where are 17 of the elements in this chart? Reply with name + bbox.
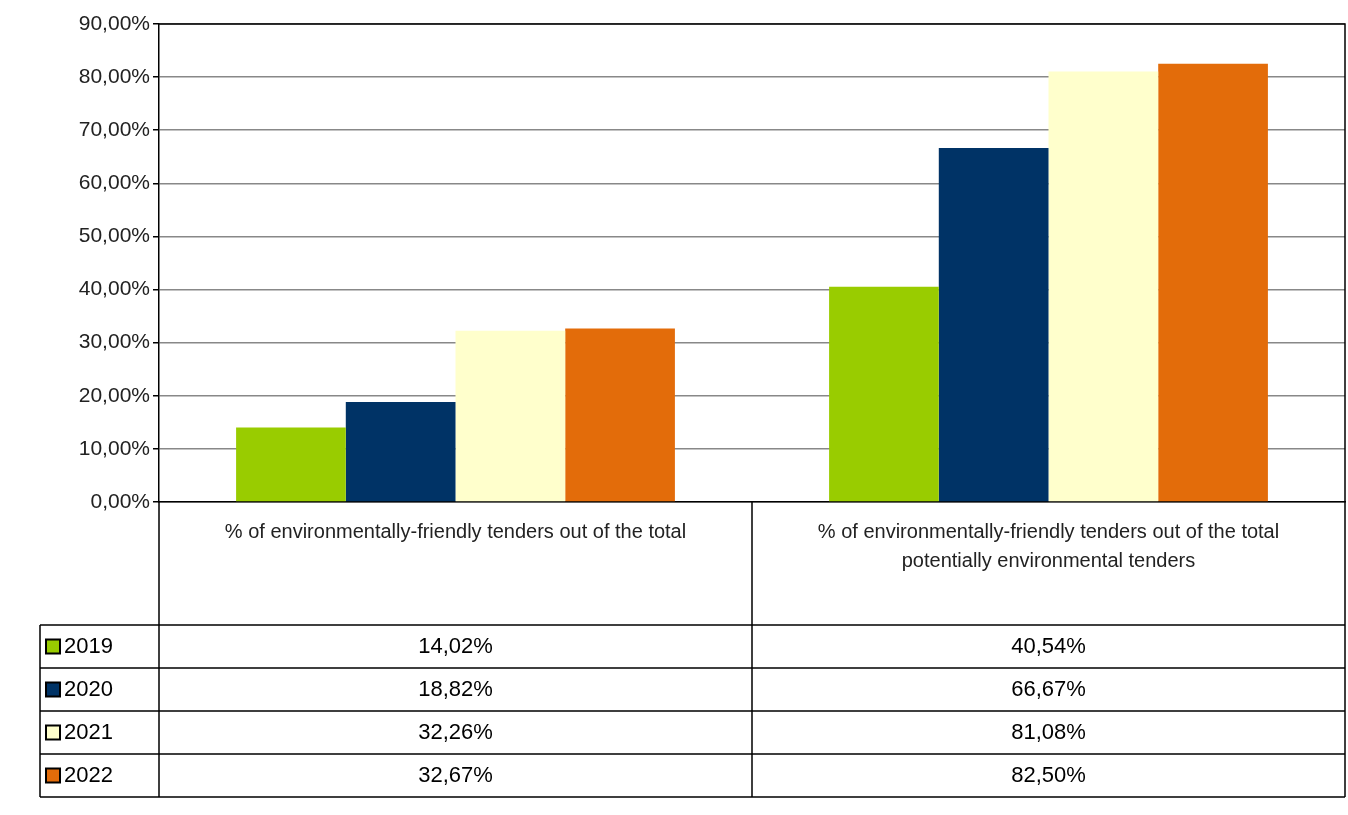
bar — [236, 427, 346, 502]
y-tick-label: 50,00% — [78, 223, 150, 247]
y-tick-label: 80,00% — [78, 63, 150, 87]
bar — [345, 402, 456, 502]
bar — [455, 330, 566, 502]
bar — [829, 286, 939, 502]
y-tick-label: 70,00% — [78, 117, 150, 141]
bar — [938, 147, 1049, 502]
y-tick-label: 30,00% — [78, 329, 150, 353]
bar — [1158, 63, 1268, 502]
y-tick-label: 10,00% — [78, 435, 150, 459]
bar — [565, 328, 675, 502]
y-tick-label: 90,00% — [78, 10, 150, 34]
y-tick-label: 60,00% — [78, 170, 150, 194]
y-tick-label: 20,00% — [78, 382, 150, 406]
y-tick-label: 40,00% — [78, 276, 150, 300]
bar — [1048, 71, 1159, 502]
